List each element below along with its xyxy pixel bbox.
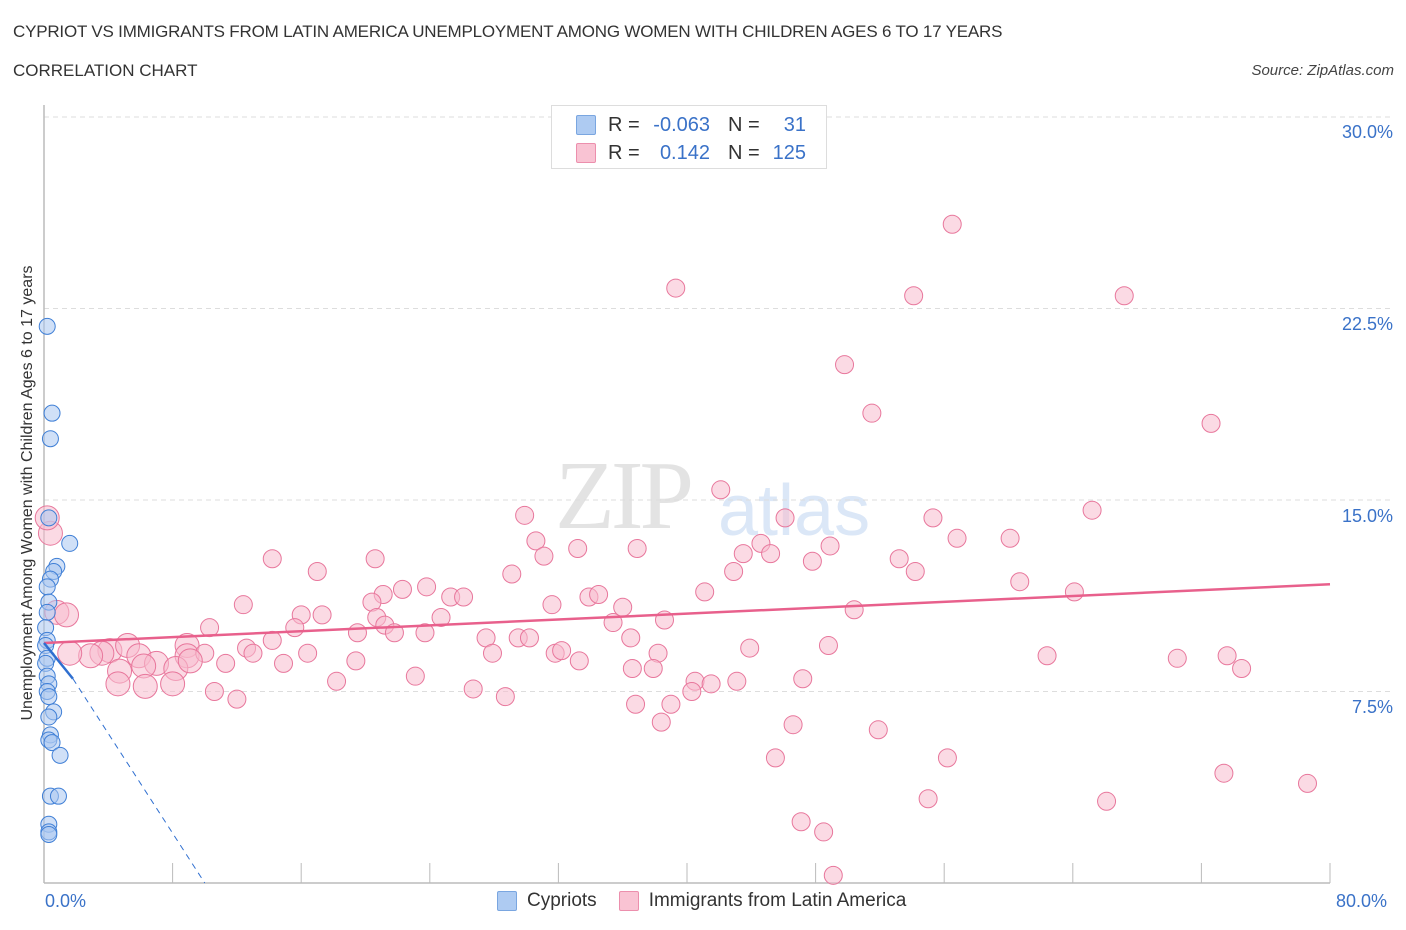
legend-label: Immigrants from Latin America	[648, 890, 907, 911]
y-tick-30: 30.0%	[1341, 122, 1393, 142]
correlation-legend: R = -0.063 N = 31 R = 0.142 N = 125	[551, 105, 827, 169]
legend-row-cypriots: R = -0.063 N = 31	[576, 113, 806, 137]
y-tick-22-5: 22.5%	[1341, 314, 1393, 334]
cypriots-swatch	[576, 115, 596, 135]
y-tick-15: 15.0%	[1341, 506, 1393, 526]
legend-item-latin-america[interactable]: Immigrants from Latin America	[618, 890, 907, 912]
latin-america-swatch	[576, 143, 596, 163]
n-value: 31	[783, 113, 806, 136]
cypriot-points	[37, 317, 79, 843]
watermark-atlas: atlas	[718, 471, 871, 551]
legend-label: Cypriots	[527, 890, 597, 911]
latin-america-swatch	[618, 891, 639, 911]
legend-row-latin-america: R = 0.142 N = 125	[576, 141, 806, 165]
r-value: 0.142	[659, 141, 710, 164]
n-label: N =	[728, 141, 760, 164]
watermark-zip: ZIP	[555, 442, 694, 550]
series-legend: Cypriots Immigrants from Latin America	[497, 890, 928, 912]
y-axis-label: Unemployment Among Women with Children A…	[19, 265, 36, 721]
n-label: N =	[728, 113, 760, 136]
r-label: R =	[608, 141, 640, 164]
latin-america-points	[34, 214, 1317, 885]
chart-title: CYPRIOT VS IMMIGRANTS FROM LATIN AMERICA…	[13, 22, 1003, 41]
r-label: R =	[608, 113, 640, 136]
x-tick-0: 0.0%	[45, 891, 87, 911]
cypriots-swatch	[497, 891, 517, 911]
source-credit: Source: ZipAtlas.com	[1251, 62, 1394, 79]
n-value: 125	[772, 141, 806, 164]
y-tick-7-5: 7.5%	[1351, 697, 1393, 717]
legend-item-cypriots[interactable]: Cypriots	[497, 890, 597, 912]
x-tick-80: 80.0%	[1336, 891, 1388, 911]
r-value: -0.063	[653, 113, 710, 136]
chart-subtitle: CORRELATION CHART	[13, 61, 198, 80]
trend-lines	[43, 583, 1331, 884]
axes	[43, 105, 1331, 884]
